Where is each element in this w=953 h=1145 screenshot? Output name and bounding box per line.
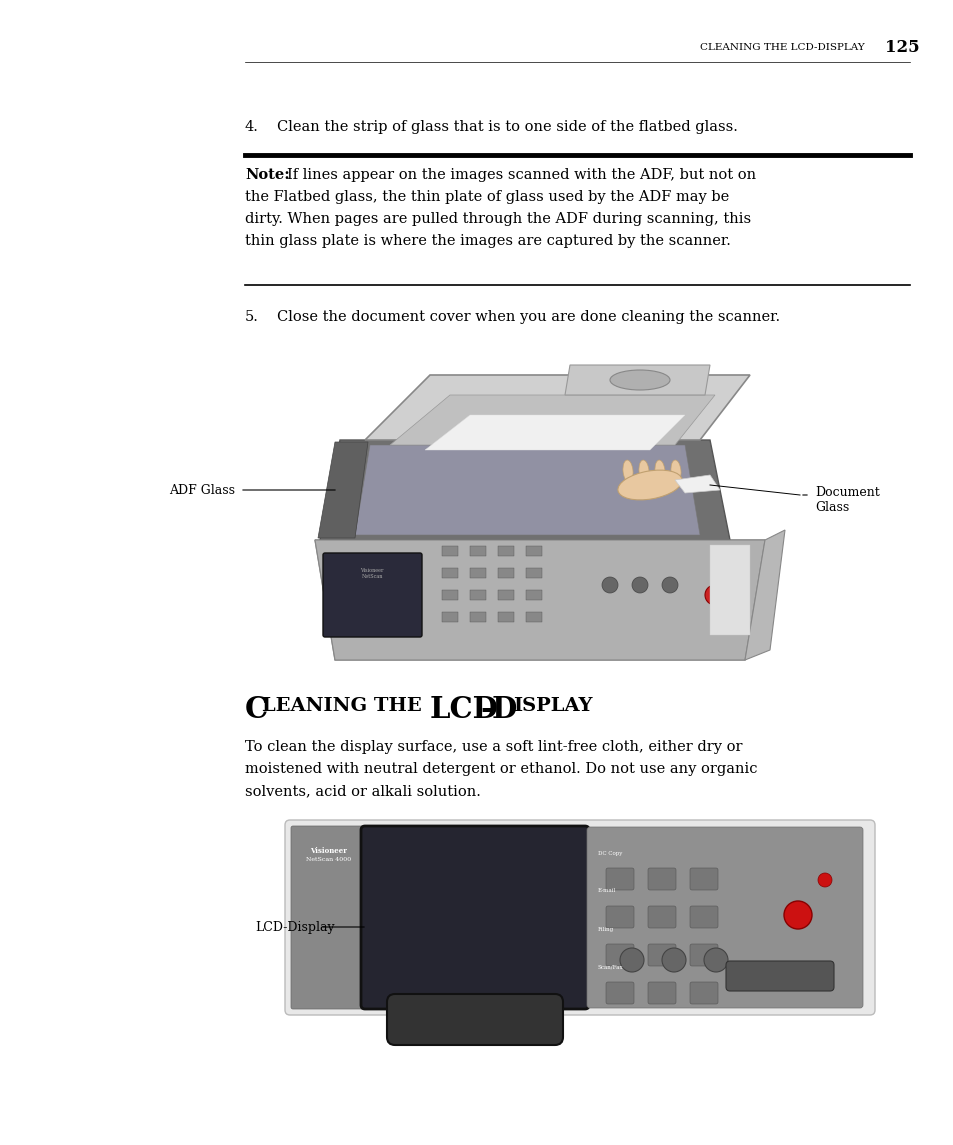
Text: moistened with neutral detergent or ethanol. Do not use any organic: moistened with neutral detergent or etha… — [245, 763, 757, 776]
Circle shape — [619, 948, 643, 972]
Bar — [497, 546, 514, 556]
FancyBboxPatch shape — [725, 961, 833, 992]
Circle shape — [661, 577, 678, 593]
Bar — [497, 568, 514, 578]
Text: solvents, acid or alkali solution.: solvents, acid or alkali solution. — [245, 784, 480, 798]
Circle shape — [601, 577, 618, 593]
Polygon shape — [564, 365, 709, 395]
Polygon shape — [365, 376, 749, 440]
FancyBboxPatch shape — [605, 982, 634, 1004]
FancyBboxPatch shape — [360, 826, 588, 1009]
Bar — [525, 611, 541, 622]
Text: ISPLAY: ISPLAY — [513, 697, 592, 714]
Text: DC Copy: DC Copy — [598, 851, 621, 855]
Text: CLEANING THE LCD-DISPLAY: CLEANING THE LCD-DISPLAY — [700, 44, 863, 53]
Polygon shape — [317, 442, 368, 538]
Bar — [525, 568, 541, 578]
Polygon shape — [675, 475, 720, 493]
FancyBboxPatch shape — [605, 906, 634, 927]
Text: Visioneer: Visioneer — [310, 847, 347, 855]
FancyBboxPatch shape — [605, 943, 634, 966]
Bar — [470, 568, 485, 578]
Text: If lines appear on the images scanned with the ADF, but not on: If lines appear on the images scanned wi… — [287, 168, 756, 182]
Text: E-mail: E-mail — [598, 889, 616, 893]
Bar — [470, 611, 485, 622]
Text: Note:: Note: — [245, 168, 290, 182]
Circle shape — [661, 948, 685, 972]
FancyBboxPatch shape — [689, 868, 718, 890]
Bar — [470, 590, 485, 600]
Text: ADF Glass: ADF Glass — [169, 483, 234, 497]
Polygon shape — [744, 530, 784, 660]
FancyBboxPatch shape — [647, 943, 676, 966]
Text: 5.: 5. — [245, 310, 258, 324]
Text: 4.: 4. — [245, 120, 258, 134]
Bar — [709, 545, 749, 635]
Text: NetScan 4000: NetScan 4000 — [306, 856, 352, 862]
Text: Filing: Filing — [598, 926, 614, 932]
Text: the Flatbed glass, the thin plate of glass used by the ADF may be: the Flatbed glass, the thin plate of gla… — [245, 190, 728, 204]
Polygon shape — [390, 395, 714, 445]
Circle shape — [704, 585, 724, 605]
FancyBboxPatch shape — [586, 827, 862, 1008]
Polygon shape — [424, 414, 684, 450]
Bar — [497, 611, 514, 622]
FancyBboxPatch shape — [647, 868, 676, 890]
Ellipse shape — [639, 460, 648, 482]
Text: Close the document cover when you are done cleaning the scanner.: Close the document cover when you are do… — [276, 310, 780, 324]
Bar — [497, 590, 514, 600]
Ellipse shape — [655, 460, 664, 482]
FancyBboxPatch shape — [291, 826, 367, 1009]
FancyBboxPatch shape — [605, 868, 634, 890]
Polygon shape — [355, 445, 700, 535]
Bar — [470, 546, 485, 556]
Bar — [441, 568, 457, 578]
FancyBboxPatch shape — [647, 982, 676, 1004]
Text: -D: -D — [479, 695, 517, 724]
Text: Document
Glass: Document Glass — [814, 485, 879, 514]
FancyBboxPatch shape — [387, 994, 562, 1045]
FancyBboxPatch shape — [689, 906, 718, 927]
Bar — [525, 546, 541, 556]
Text: LCD: LCD — [430, 695, 498, 724]
Text: Visioneer
NetScan: Visioneer NetScan — [360, 568, 383, 579]
Polygon shape — [314, 540, 764, 660]
Text: Scan/Fax: Scan/Fax — [598, 964, 623, 970]
Text: 125: 125 — [884, 39, 919, 56]
Circle shape — [631, 577, 647, 593]
Text: C: C — [245, 695, 268, 724]
Text: LCD-Display: LCD-Display — [254, 921, 335, 933]
Ellipse shape — [622, 460, 633, 482]
Polygon shape — [314, 540, 764, 660]
FancyBboxPatch shape — [323, 553, 421, 637]
Bar — [525, 590, 541, 600]
Text: To clean the display surface, use a soft lint-free cloth, either dry or: To clean the display surface, use a soft… — [245, 740, 741, 755]
Circle shape — [817, 872, 831, 887]
Circle shape — [703, 948, 727, 972]
Text: dirty. When pages are pulled through the ADF during scanning, this: dirty. When pages are pulled through the… — [245, 212, 750, 226]
Polygon shape — [319, 440, 729, 540]
Text: thin glass plate is where the images are captured by the scanner.: thin glass plate is where the images are… — [245, 234, 730, 248]
Text: Clean the strip of glass that is to one side of the flatbed glass.: Clean the strip of glass that is to one … — [276, 120, 737, 134]
FancyBboxPatch shape — [689, 982, 718, 1004]
Ellipse shape — [609, 370, 669, 390]
FancyBboxPatch shape — [285, 820, 874, 1014]
Ellipse shape — [618, 471, 681, 500]
Bar — [441, 611, 457, 622]
FancyBboxPatch shape — [647, 906, 676, 927]
Ellipse shape — [670, 460, 680, 482]
FancyBboxPatch shape — [689, 943, 718, 966]
Bar — [441, 590, 457, 600]
Text: LEANING THE: LEANING THE — [262, 697, 428, 714]
Bar — [441, 546, 457, 556]
Circle shape — [783, 901, 811, 929]
